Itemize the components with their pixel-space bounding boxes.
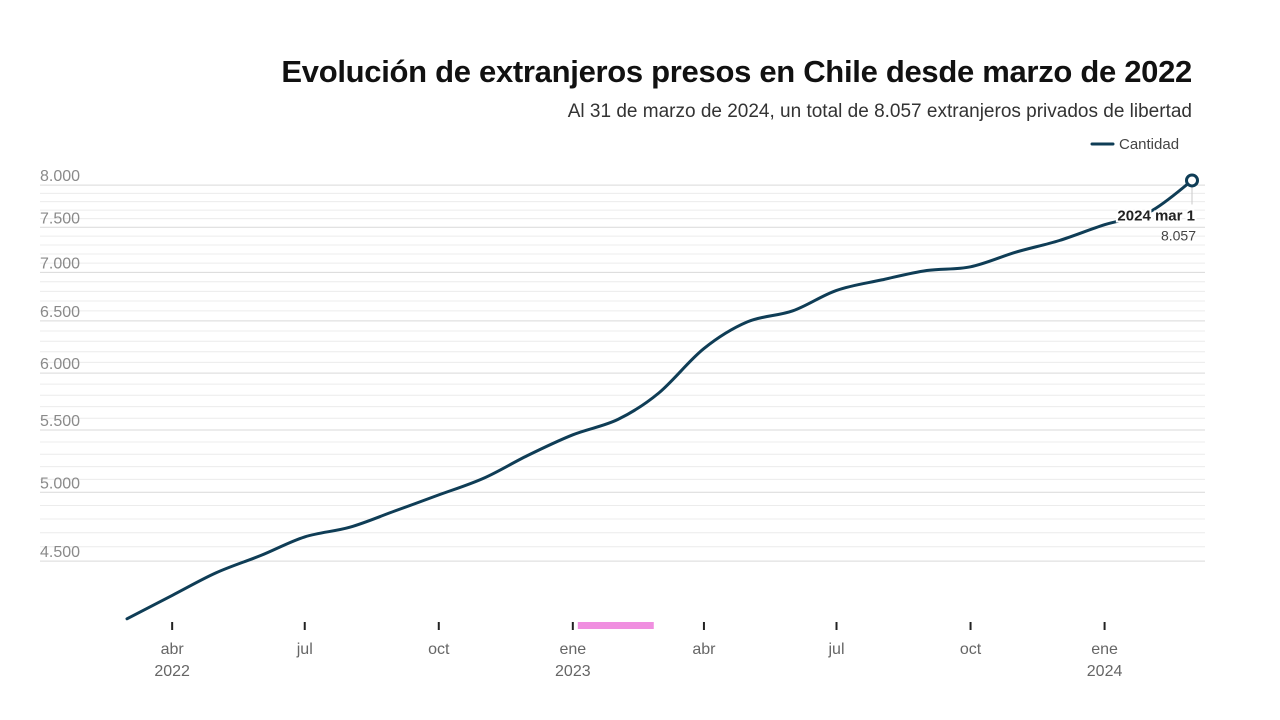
y-tick-label: 5.500 [40,413,80,430]
x-tick-label: jul [296,641,313,658]
y-tick-label: 6.000 [40,356,80,373]
chart-subtitle: Al 31 de marzo de 2024, un total de 8.05… [567,101,1192,122]
y-tick-label: 7.000 [40,255,80,272]
x-tick-year-label: 2023 [555,663,591,680]
y-tick-label: 5.000 [40,475,80,492]
x-tick-year-label: 2024 [1087,663,1123,680]
x-axis-ticks: abr 2022 jul oct ene 2023 abr jul oct ene 2024 [154,622,1122,680]
x-tick-label: oct [428,641,450,658]
x-tick-label: abr [161,641,185,658]
highlight-range-bar [577,622,654,629]
x-tick-label: oct [960,641,982,658]
annotation-value-label: 8.057 [1161,227,1196,243]
legend[interactable]: Cantidad [1090,136,1179,153]
y-tick-label: 8.000 [40,168,80,185]
x-tick-label: ene [559,641,586,658]
y-axis-ticks: 4.500 5.000 5.500 6.000 6.500 7.000 7.500 8.000 [40,168,80,561]
annotation-date-label: 2024 mar 1 [1117,207,1195,224]
y-tick-label: 6.500 [40,304,80,321]
x-tick-year-label: 2022 [154,663,190,680]
series-line-cantidad[interactable] [125,179,1194,621]
y-tick-label: 7.500 [40,210,80,227]
chart-title: Evolución de extranjeros presos en Chile… [281,54,1192,89]
x-tick-label: ene [1091,641,1118,658]
x-tick-label: jul [828,641,845,658]
legend-label: Cantidad [1119,136,1179,153]
grid-lines [40,184,1205,562]
y-tick-label: 4.500 [40,544,80,561]
annotation-marker[interactable] [1185,173,1199,188]
x-tick-label: abr [692,641,716,658]
